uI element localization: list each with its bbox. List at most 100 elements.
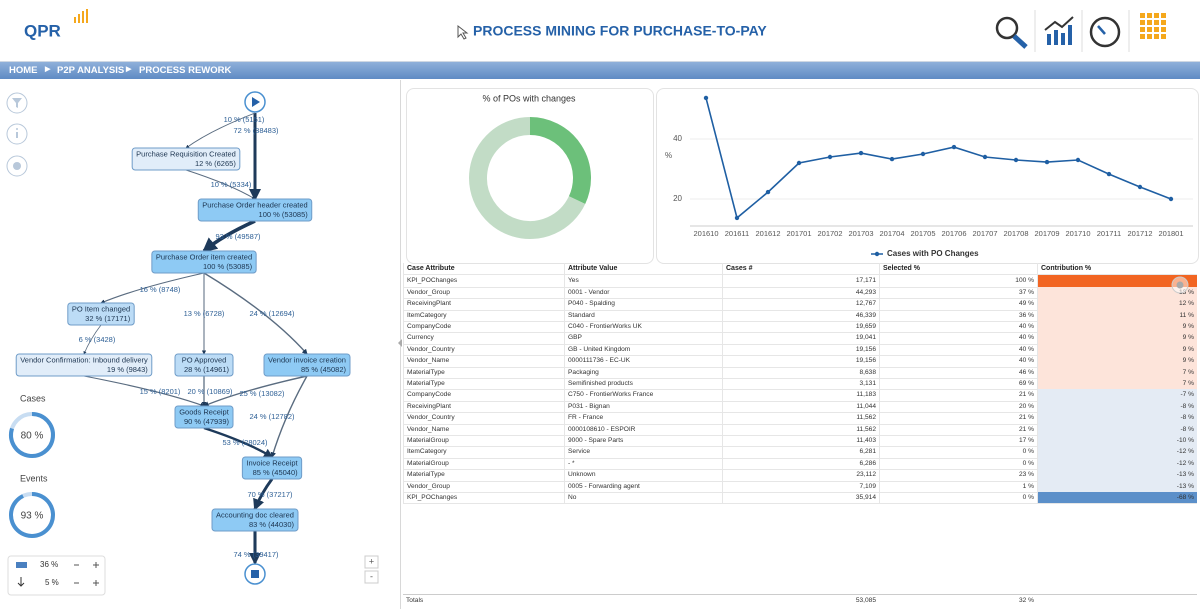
table-cell: P040 - Spalding: [564, 298, 722, 310]
x-tick-label: 201703: [848, 229, 873, 238]
node-stat: 28 % (14961): [184, 365, 230, 374]
menu-dot: [1147, 20, 1152, 25]
column-header[interactable]: Selected %: [879, 263, 1037, 275]
table-cell: - *: [564, 457, 722, 470]
table-row: ItemCategory Service 6,281 0 % -12 %: [403, 446, 1197, 459]
x-tick-label: 201704: [879, 229, 904, 238]
menu-dot: [1140, 20, 1145, 25]
table-cell: Vendor_Group: [403, 286, 564, 299]
node-label: Invoice Receipt: [246, 458, 298, 467]
edge-threshold[interactable]: 5 %: [45, 578, 59, 587]
node-stat: 100 % (53085): [259, 210, 309, 219]
contribution-cell: 7 %: [1037, 378, 1197, 390]
table-cell: MaterialGroup: [403, 435, 564, 447]
node-label: Purchase Requisition Created: [136, 149, 236, 158]
edge-label: 15 % (8201): [140, 387, 181, 396]
menu-button[interactable]: [1140, 13, 1166, 39]
table-cell: C040 - FrontierWorks UK: [564, 321, 722, 333]
process-node[interactable]: [197, 198, 313, 222]
logo-bars: [74, 9, 88, 23]
node-label: Goods Receipt: [179, 407, 230, 416]
point: [765, 189, 771, 195]
table-row: MaterialGroup 9000 - Spare Parts 11,403 17 …: [403, 435, 1197, 448]
table-cell: MaterialType: [403, 378, 564, 390]
table-row: Vendor_Group 0005 - Forwarding agent 7,109…: [403, 480, 1197, 493]
x-tick-label: 201705: [910, 229, 935, 238]
table-row: ReceivingPlant P040 - Spalding 12,767 49 % 1…: [403, 298, 1197, 311]
column-header[interactable]: Case Attribute: [403, 263, 564, 275]
point: [951, 144, 957, 150]
collapse-handle[interactable]: [396, 338, 404, 348]
point: [1075, 157, 1081, 163]
header: QPR PROCESS MINING FOR PURCHASE-TO-PAY: [0, 0, 1200, 62]
step-buttons[interactable]: [74, 562, 99, 586]
table-cell: 17 %: [879, 435, 1037, 447]
search-button[interactable]: [995, 16, 1028, 49]
table-cell: 6,286: [722, 457, 879, 470]
contribution-cell: 11 %: [1037, 309, 1197, 321]
column-header[interactable]: Cases #: [722, 263, 879, 275]
x-tick-label: 201709: [1034, 229, 1059, 238]
totals-cell: 32 %: [1018, 597, 1034, 604]
table-row: MaterialType Unknown 23,112 23 % -13 %: [403, 469, 1197, 482]
zoom-buttons[interactable]: [364, 555, 379, 584]
edge: [203, 426, 274, 459]
node-stat: 19 % (9843): [107, 365, 148, 374]
table-cell: 0 %: [879, 457, 1037, 470]
table-cell: 11,562: [722, 423, 879, 435]
settings-button[interactable]: [1171, 276, 1189, 294]
process-node[interactable]: [211, 508, 299, 532]
x-tick-label: 201712: [1127, 229, 1152, 238]
process-node[interactable]: [15, 353, 153, 377]
edge: [203, 272, 308, 355]
table-row: CompanyCode C040 - FrontierWorks UK 19,659…: [403, 321, 1197, 334]
table-cell: 21 %: [879, 389, 1037, 401]
menu-dot: [1161, 20, 1166, 25]
process-node[interactable]: [174, 353, 234, 377]
table-cell: 17,171: [722, 275, 879, 287]
point: [1013, 157, 1019, 163]
table-row: MaterialGroup - * 6,286 0 % -12 %: [403, 457, 1197, 471]
edge: [270, 375, 308, 458]
table-cell: KPI_POChanges: [403, 275, 564, 287]
process-node[interactable]: [174, 405, 234, 429]
table-row: KPI_POChanges No 35,914 0 % -68 %: [403, 492, 1197, 505]
dashboard-button[interactable]: [1089, 16, 1121, 48]
edge-label: 24 % (12694): [249, 309, 295, 318]
table-row: CompanyCode C750 - FrontierWorks France 11…: [403, 389, 1197, 402]
table-cell: ReceivingPlant: [403, 400, 564, 413]
table-cell: 40 %: [879, 343, 1037, 356]
edge-icon: [17, 577, 25, 587]
process-node[interactable]: [263, 353, 351, 377]
table-cell: 7,109: [722, 480, 879, 492]
table-cell: 100 %: [879, 275, 1037, 287]
gauge-label: Cases: [20, 393, 46, 403]
contribution-cell: -13 %: [1037, 469, 1197, 481]
zoom-out[interactable]: -: [370, 571, 373, 581]
point: [1168, 196, 1174, 202]
zoom-in[interactable]: +: [369, 556, 374, 566]
column-header[interactable]: Contribution %: [1037, 263, 1197, 275]
table-row: Vendor_Country FR - France 11,562 21 % -8 %: [403, 412, 1197, 425]
process-node[interactable]: [131, 147, 241, 171]
crumb[interactable]: HOME: [9, 65, 38, 76]
node-threshold[interactable]: 36 %: [40, 560, 58, 569]
chart-button[interactable]: [1044, 16, 1074, 45]
column-header[interactable]: Attribute Value: [564, 263, 722, 275]
table-cell: 40 %: [879, 321, 1037, 333]
table-cell: 1 %: [879, 480, 1037, 492]
node-stat: 32 % (17171): [85, 314, 131, 323]
edge-label: 25 % (13082): [239, 389, 285, 398]
table-cell: No: [564, 492, 722, 504]
y-tick-label: 20: [673, 194, 682, 203]
process-node[interactable]: [151, 250, 257, 274]
node-label: Vendor Confirmation: Inbound delivery: [20, 355, 148, 364]
menu-dot: [1147, 27, 1152, 32]
donut-segment: [469, 117, 586, 239]
contribution-cell: -8 %: [1037, 400, 1197, 413]
process-node[interactable]: [241, 456, 303, 480]
crumb[interactable]: P2P ANALYSIS: [57, 65, 125, 76]
process-node[interactable]: [67, 302, 135, 326]
x-tick-label: 201710: [1065, 229, 1090, 238]
table-cell: 0000111736 - EC-UK: [564, 355, 722, 367]
